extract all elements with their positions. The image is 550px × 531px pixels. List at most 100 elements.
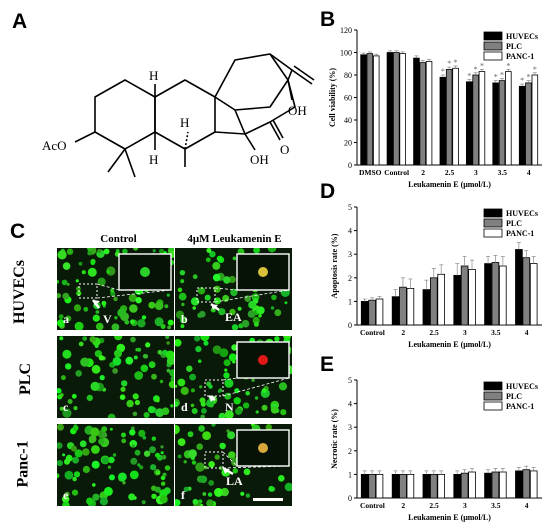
cell-dot (113, 296, 118, 302)
y-tick-label: 40 (344, 116, 352, 125)
cell-dot (71, 489, 79, 496)
bar-huvecs (518, 85, 526, 166)
cell-dot (187, 431, 194, 438)
cell-dot (57, 250, 67, 260)
bar-huvecs (484, 472, 492, 499)
cell-dot (280, 409, 287, 416)
cell-dot (65, 315, 72, 322)
legend-label: PANC-1 (506, 52, 534, 61)
bar-plc (498, 80, 506, 166)
bar-huvecs (391, 474, 400, 499)
cell-dot (232, 256, 237, 261)
cell-dot (209, 251, 216, 258)
cell-dot (66, 282, 70, 286)
cell-dot (103, 248, 110, 255)
cell-dot (189, 373, 196, 381)
cell-dot (195, 462, 205, 472)
cell-dot (57, 319, 65, 327)
cell-dot (179, 316, 187, 324)
bar-plc (460, 265, 469, 326)
cell-dot (148, 301, 156, 309)
cell-dot (137, 463, 141, 467)
bar-panc1 (437, 273, 446, 326)
cell-dot (180, 279, 185, 284)
cell-dot (152, 249, 156, 253)
cell-dot (222, 294, 230, 302)
bar-panc1 (529, 470, 538, 499)
structure-oh-1: OH (288, 103, 307, 118)
legend-label: PANC-1 (506, 229, 534, 238)
cell-dot (177, 287, 183, 293)
inset-cell (258, 267, 268, 277)
cell-dot (197, 287, 206, 295)
cell-dot (205, 257, 211, 263)
cell-dot (211, 424, 216, 427)
inset-selection (196, 287, 216, 303)
cell-dot (137, 347, 142, 352)
cell-dot (133, 355, 138, 360)
bar-huvecs (439, 76, 447, 166)
cell-dot (183, 486, 189, 492)
legend-swatch (483, 401, 503, 411)
cell-dot (88, 435, 97, 443)
x-axis-label: Leukamenin E (μmol/L) (408, 340, 491, 349)
cell-dot (170, 404, 174, 408)
micrograph-label-d: d (181, 400, 188, 414)
bar-panc1 (468, 269, 476, 326)
x-tick-label: Control (360, 501, 385, 510)
cell-dot (180, 324, 185, 329)
bar-huvecs (422, 474, 431, 499)
cell-dot (82, 448, 90, 456)
cell-dot (76, 286, 81, 292)
cell-dot (108, 456, 115, 464)
cell-dot (60, 375, 66, 381)
cell-dot (97, 249, 102, 253)
cell-dot (217, 389, 221, 393)
panel-label-e: E (320, 353, 335, 376)
bar-plc (525, 82, 532, 166)
cell-dot (114, 336, 123, 341)
cell-dot (120, 386, 126, 392)
cell-dot (147, 406, 156, 414)
cell-dot (252, 316, 260, 324)
y-axis-label: Necrotic rate (%) (330, 409, 339, 469)
cell-dot (80, 357, 90, 367)
cell-dot (216, 255, 223, 262)
cell-dot (103, 486, 113, 496)
cell-dot (186, 365, 193, 372)
cell-dot (261, 404, 268, 411)
inset-guide (96, 283, 120, 291)
x-tick-label: 3 (463, 501, 467, 510)
cell-dot (255, 410, 259, 414)
callout-n: N (225, 400, 234, 414)
cell-dot (67, 399, 73, 404)
cell-dot (110, 291, 116, 297)
cell-dot (175, 424, 180, 435)
cell-dot (170, 375, 174, 383)
cell-dot (181, 302, 185, 307)
cell-dot (75, 370, 82, 377)
scale-bar (253, 498, 283, 501)
cell-dot (245, 391, 250, 396)
cell-dot (62, 349, 72, 359)
inset-guide (214, 289, 290, 303)
bar-huvecs (422, 289, 431, 326)
cell-dot (81, 270, 86, 275)
cell-dot (203, 340, 209, 346)
bar-huvecs (465, 81, 473, 166)
panel-label-c: C (10, 220, 26, 243)
legend-label: PLC (506, 392, 522, 401)
cell-dot (202, 431, 211, 440)
cell-dot (199, 475, 208, 484)
micrograph-label-c: c (63, 400, 69, 414)
cell-dot (143, 450, 151, 457)
structure-o: O (280, 142, 289, 157)
significance-asterisk: * (467, 72, 471, 81)
cell-dot (101, 456, 109, 464)
bar-plc (460, 472, 469, 499)
bar-huvecs (391, 296, 400, 326)
cell-dot (143, 412, 150, 418)
cell-dot (156, 398, 160, 403)
cell-dot (162, 472, 167, 477)
